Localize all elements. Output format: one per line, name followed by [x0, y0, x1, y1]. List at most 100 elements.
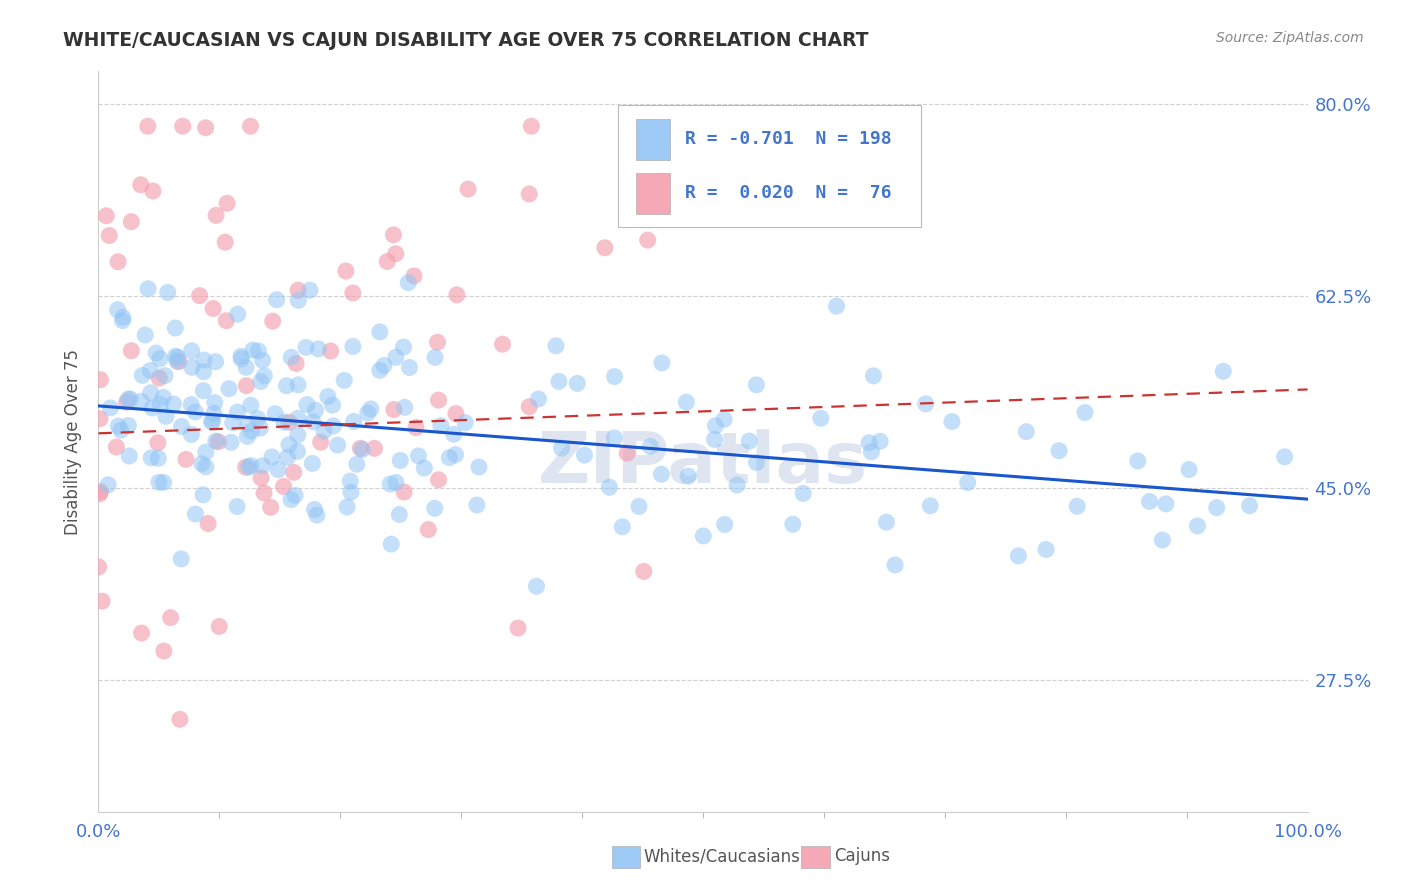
Point [129, 394, 152, 409]
Point [166, 354, 188, 368]
Point [129, 178, 152, 192]
Point [202, 301, 225, 316]
Point [180, 343, 202, 358]
Point [105, 440, 128, 454]
Point [389, 453, 412, 467]
Point [235, 460, 257, 475]
Point [285, 357, 308, 371]
Point [197, 516, 219, 531]
Point [264, 407, 287, 421]
Point [692, 529, 714, 543]
Point [782, 517, 804, 532]
Point [321, 398, 343, 412]
Point [202, 407, 225, 421]
Point [152, 390, 174, 404]
Point [423, 501, 446, 516]
Point [217, 196, 239, 211]
Point [405, 420, 427, 434]
Point [229, 349, 252, 363]
Point [89, 411, 111, 425]
Point [520, 119, 543, 133]
Point [115, 395, 138, 409]
Point [1015, 425, 1038, 439]
Point [443, 427, 465, 442]
Point [181, 360, 204, 375]
Point [342, 285, 364, 300]
Point [219, 435, 242, 450]
Point [651, 356, 673, 370]
Point [380, 537, 402, 551]
Point [172, 119, 194, 133]
Point [427, 393, 450, 408]
Point [339, 474, 361, 488]
Point [169, 712, 191, 726]
Point [427, 473, 450, 487]
Point [603, 431, 626, 445]
Point [920, 499, 942, 513]
Point [295, 340, 318, 354]
Point [1047, 443, 1070, 458]
Point [278, 438, 301, 452]
Point [200, 415, 222, 429]
Point [236, 417, 259, 431]
Point [214, 235, 236, 250]
Point [382, 402, 405, 417]
Point [194, 445, 217, 459]
Point [363, 442, 385, 456]
Point [218, 382, 240, 396]
Point [191, 457, 214, 471]
Point [134, 328, 156, 343]
Point [465, 498, 488, 512]
Point [1178, 462, 1201, 476]
Point [1152, 533, 1174, 547]
Point [375, 254, 398, 268]
Point [180, 427, 202, 442]
Point [368, 325, 391, 339]
Point [226, 307, 249, 321]
Point [238, 460, 260, 475]
Point [1154, 497, 1177, 511]
Point [860, 444, 883, 458]
Point [139, 363, 162, 377]
Text: R = -0.701  N = 198: R = -0.701 N = 198 [685, 130, 891, 148]
Point [548, 375, 571, 389]
Text: WHITE/CAUCASIAN VS CAJUN DISABILITY AGE OVER 75 CORRELATION CHART: WHITE/CAUCASIAN VS CAJUN DISABILITY AGE … [63, 31, 869, 50]
Point [413, 461, 436, 475]
Point [446, 287, 468, 301]
Point [298, 283, 321, 297]
Point [235, 360, 257, 375]
Point [650, 467, 672, 482]
Point [156, 285, 179, 300]
Point [792, 486, 814, 500]
Point [550, 441, 572, 455]
Point [287, 293, 309, 308]
Point [457, 182, 479, 196]
Point [725, 478, 748, 492]
Point [637, 233, 659, 247]
Point [527, 392, 550, 406]
Point [145, 346, 167, 360]
Point [266, 293, 288, 307]
Point [188, 288, 211, 302]
Point [141, 401, 163, 415]
Point [956, 475, 979, 490]
Point [1066, 500, 1088, 514]
Point [205, 208, 228, 222]
Point [170, 419, 193, 434]
Point [408, 449, 430, 463]
Point [491, 337, 513, 351]
Point [253, 486, 276, 500]
Point [162, 397, 184, 411]
Point [343, 414, 366, 428]
Point [384, 247, 406, 261]
Point [869, 434, 891, 449]
Point [468, 460, 491, 475]
Point [396, 276, 419, 290]
Point [603, 369, 626, 384]
Point [117, 392, 139, 406]
Point [107, 302, 129, 317]
Point [142, 184, 165, 198]
Point [598, 480, 620, 494]
Point [703, 433, 725, 447]
Point [1126, 454, 1149, 468]
